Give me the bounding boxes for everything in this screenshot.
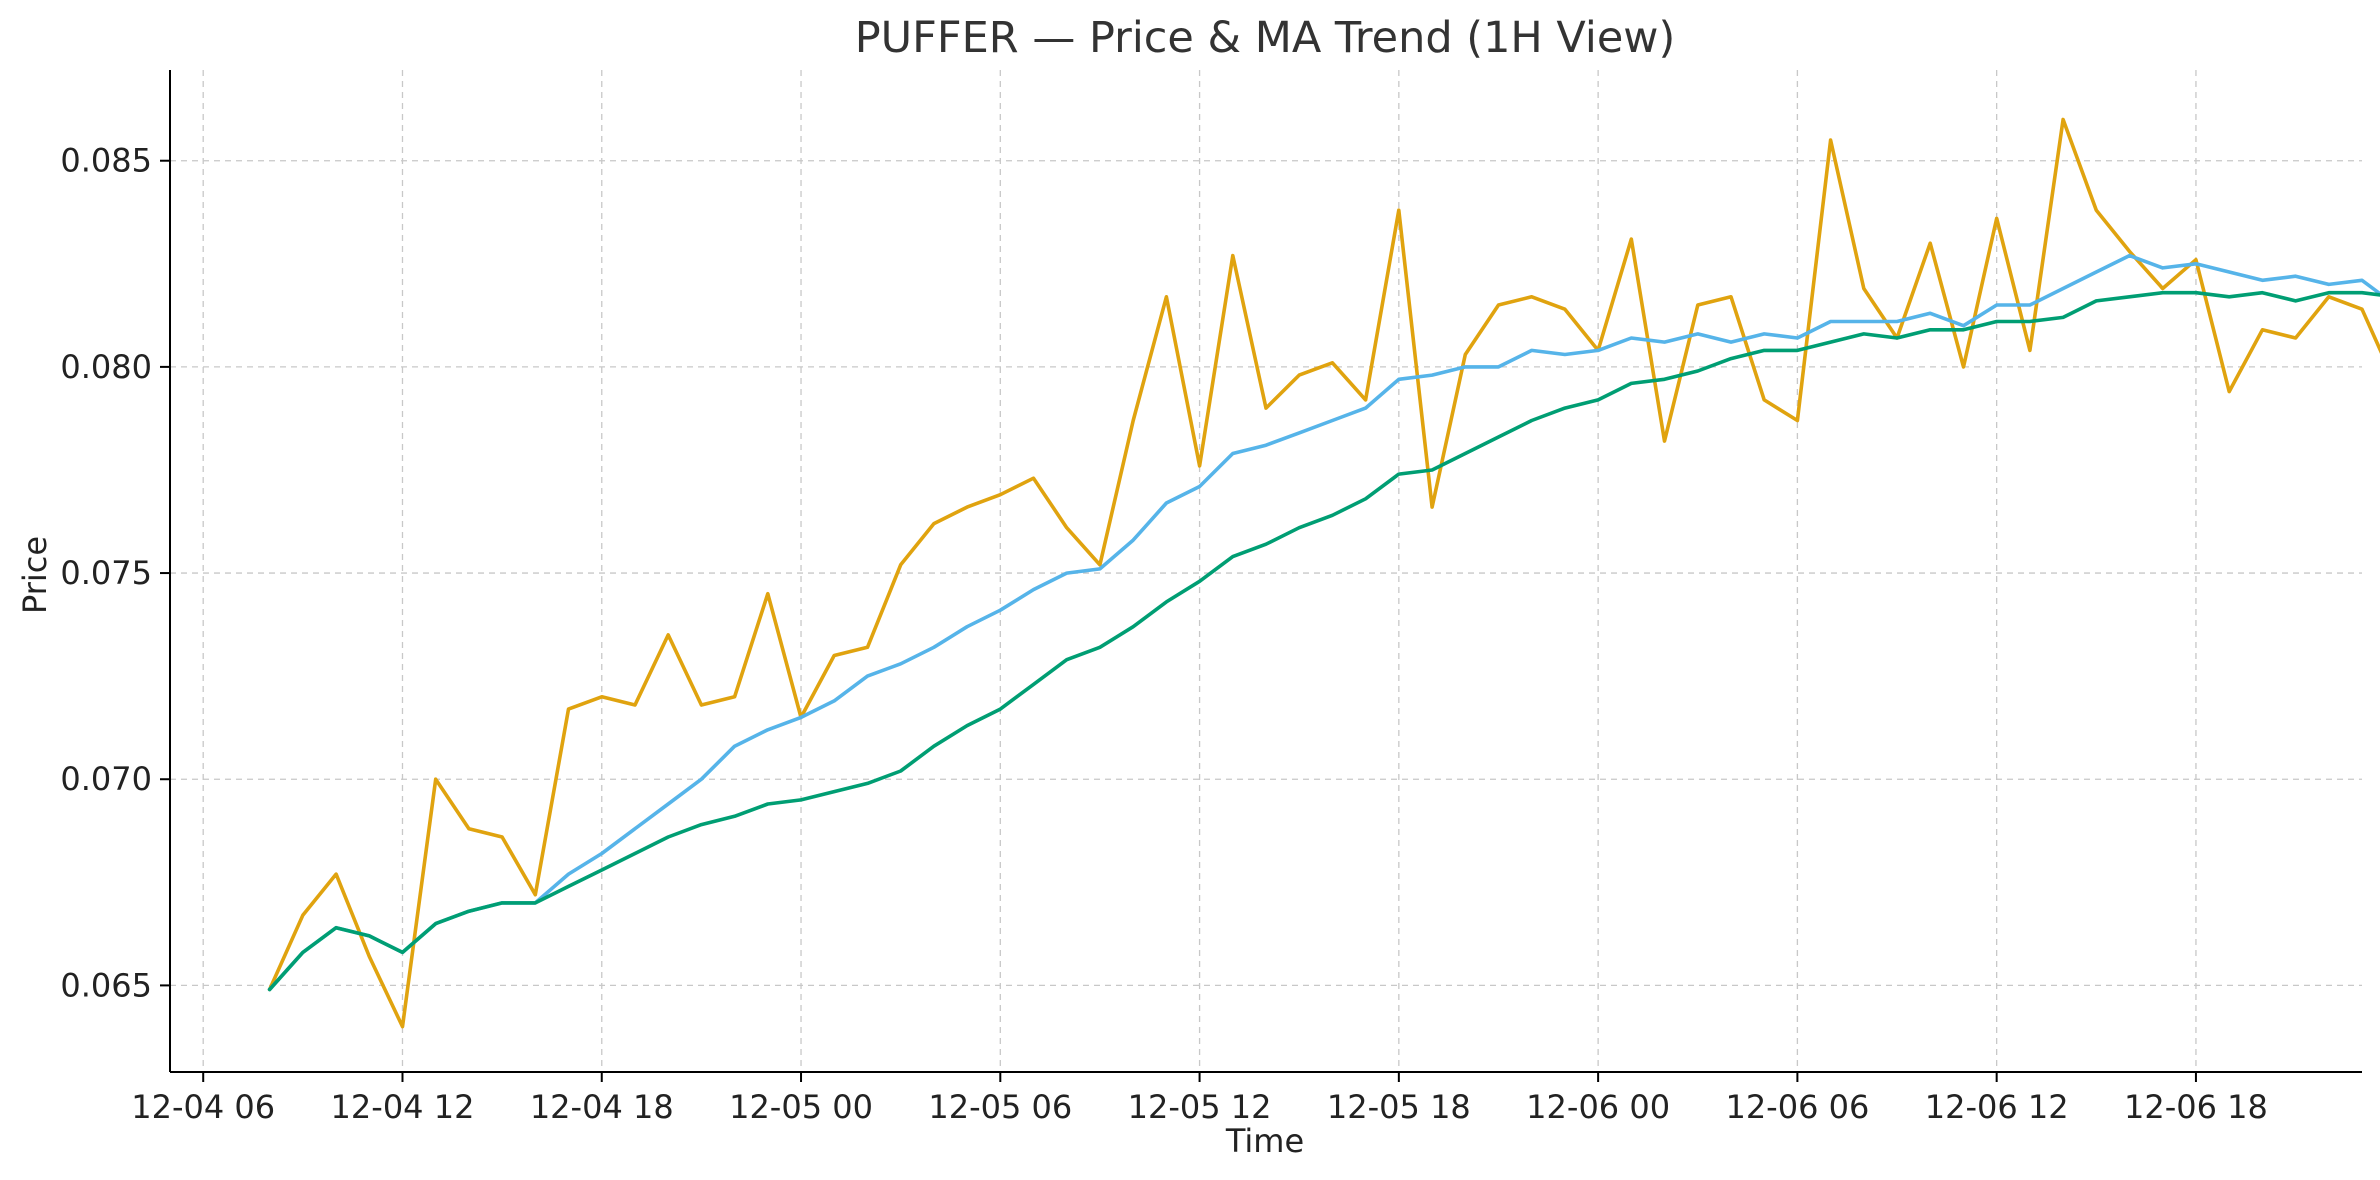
y-axis-ticks: 0.065 0.070 0.075 0.080 0.085 — [60, 142, 170, 1004]
price-series-line — [267, 117, 2380, 1029]
y-tick-label: 0.070 — [60, 760, 152, 798]
y-axis-label: Price — [16, 536, 54, 614]
x-tick-label: 12-04 18 — [530, 1088, 674, 1126]
chart-title: PUFFER — Price & MA Trend (1H View) — [855, 13, 1676, 63]
ma-slow-series-line — [267, 290, 2380, 992]
series-layer — [267, 117, 2380, 1029]
x-tick-label: 12-06 00 — [1526, 1088, 1670, 1126]
y-tick-label: 0.085 — [60, 142, 152, 180]
x-tick-label: 12-06 18 — [2124, 1088, 2268, 1126]
y-tick-label: 0.065 — [60, 966, 152, 1004]
x-tick-label: 12-06 12 — [1925, 1088, 2069, 1126]
y-tick-label: 0.075 — [60, 554, 152, 592]
ma-fast-series-line — [267, 253, 2380, 992]
x-tick-label: 12-04 06 — [131, 1088, 275, 1126]
x-tick-label: 12-05 18 — [1327, 1088, 1471, 1126]
x-tick-label: 12-05 00 — [729, 1088, 873, 1126]
x-tick-label: 12-04 12 — [331, 1088, 475, 1126]
x-axis-label: Time — [1225, 1122, 1304, 1160]
grid-lines — [170, 70, 2362, 1072]
x-axis-ticks: 12-04 06 12-04 12 12-04 18 12-05 00 12-05 06… — [131, 1072, 2268, 1126]
x-tick-label: 12-05 06 — [928, 1088, 1072, 1126]
x-tick-label: 12-05 12 — [1128, 1088, 1272, 1126]
x-tick-label: 12-06 06 — [1725, 1088, 1869, 1126]
y-tick-label: 0.080 — [60, 348, 152, 386]
